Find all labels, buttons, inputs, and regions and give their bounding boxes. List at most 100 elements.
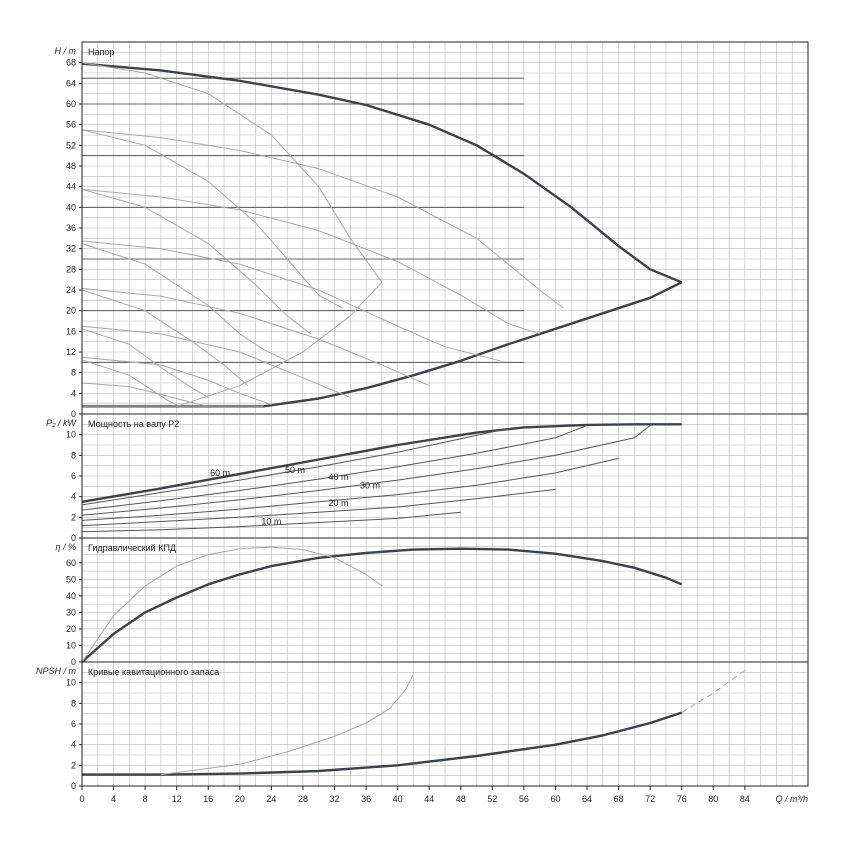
y-tick-label: 10 xyxy=(66,640,76,650)
x-tick-label: 8 xyxy=(143,794,148,804)
y-tick-label: 24 xyxy=(66,285,76,295)
x-tick-label: 48 xyxy=(456,794,466,804)
thin-curve-head xyxy=(81,287,430,387)
x-tick-label: 68 xyxy=(614,794,624,804)
x-tick-label: 24 xyxy=(266,794,276,804)
y-tick-label: 50 xyxy=(66,574,76,584)
thin-curve-head xyxy=(81,129,564,309)
y-tick-label: 4 xyxy=(71,388,76,398)
y-tick-label: 0 xyxy=(71,781,76,791)
x-tick-label: 80 xyxy=(708,794,718,804)
x-tick-label: 0 xyxy=(79,794,84,804)
y-tick-label: 4 xyxy=(71,740,76,750)
x-tick-label: 20 xyxy=(235,794,245,804)
y-tick-label: 60 xyxy=(66,99,76,109)
thin-curve-head xyxy=(176,281,383,407)
bold-curve-efficiency xyxy=(81,547,683,663)
thin-curve-head xyxy=(81,129,343,309)
y-tick-label: 4 xyxy=(71,492,76,502)
y-tick-label: 0 xyxy=(71,409,76,419)
y-axis-label: H / m xyxy=(55,46,77,56)
thin-curve-head xyxy=(81,62,383,283)
thin-curve-power xyxy=(81,488,556,527)
thin-curve-power xyxy=(81,428,509,506)
y-axis-label: η / % xyxy=(55,542,76,552)
thin-curve-power xyxy=(81,425,651,516)
x-tick-label: 64 xyxy=(582,794,592,804)
x-tick-label: 4 xyxy=(111,794,116,804)
y-tick-label: 10 xyxy=(66,430,76,440)
thin-curve-head xyxy=(81,289,249,386)
x-tick-label: 56 xyxy=(519,794,529,804)
panel-title: Гидравлический КПД xyxy=(88,543,176,553)
thin-curve-head xyxy=(81,240,501,362)
curve-label: 60 m xyxy=(210,468,230,478)
x-tick-label: 40 xyxy=(393,794,403,804)
y-tick-label: 68 xyxy=(66,58,76,68)
panel-title: Кривые кавитационного запаса xyxy=(88,667,219,677)
x-tick-label: 32 xyxy=(330,794,340,804)
y-tick-label: 56 xyxy=(66,120,76,130)
x-tick-label: 60 xyxy=(550,794,560,804)
y-tick-label: 8 xyxy=(71,698,76,708)
y-tick-label: 6 xyxy=(71,719,76,729)
bold-curve-npsh xyxy=(160,711,683,776)
thin-curve-power xyxy=(81,457,619,521)
curve-label: 30 m xyxy=(360,480,380,490)
y-tick-label: 40 xyxy=(66,591,76,601)
thin-curve-head xyxy=(81,356,272,406)
thin-curve-efficiency xyxy=(81,546,383,663)
y-tick-label: 0 xyxy=(71,533,76,543)
thin-curve-npsh xyxy=(681,669,746,714)
thin-curve-power xyxy=(81,511,461,533)
y-tick-label: 48 xyxy=(66,161,76,171)
y-tick-label: 10 xyxy=(66,678,76,688)
curve-label: 50 m xyxy=(285,465,305,475)
thin-curve-head xyxy=(81,188,312,335)
thin-curve-npsh xyxy=(160,674,414,776)
panel-title: Мощность на валу P2 xyxy=(88,419,179,429)
y-tick-label: 8 xyxy=(71,450,76,460)
x-tick-label: 16 xyxy=(203,794,213,804)
x-tick-label: 36 xyxy=(361,794,371,804)
curve-label: 10 m xyxy=(261,517,281,527)
thin-curve-power xyxy=(81,424,588,511)
y-tick-label: 8 xyxy=(71,368,76,378)
y-tick-label: 36 xyxy=(66,223,76,233)
y-tick-label: 44 xyxy=(66,182,76,192)
y-tick-label: 2 xyxy=(71,512,76,522)
y-tick-label: 20 xyxy=(66,306,76,316)
y-tick-label: 60 xyxy=(66,558,76,568)
thin-curve-head xyxy=(81,188,540,335)
x-tick-label: 72 xyxy=(645,794,655,804)
thin-curve-head xyxy=(81,325,351,398)
bold-curve-head xyxy=(81,62,683,284)
panel-frame xyxy=(81,661,809,787)
y-tick-label: 32 xyxy=(66,244,76,254)
curve-label: 20 m xyxy=(328,498,348,508)
y-tick-label: 12 xyxy=(66,347,76,357)
thin-curve-head xyxy=(81,359,177,406)
thin-curve-head xyxy=(81,243,288,362)
y-tick-label: 20 xyxy=(66,624,76,634)
y-tick-label: 16 xyxy=(66,326,76,336)
x-tick-label: 76 xyxy=(677,794,687,804)
y-axis-label: NPSH / m xyxy=(36,666,77,676)
y-tick-label: 2 xyxy=(71,760,76,770)
y-axis-label: P₂ / kW xyxy=(46,418,77,428)
y-tick-label: 28 xyxy=(66,264,76,274)
panel-title: Напор xyxy=(88,47,114,57)
x-tick-label: 28 xyxy=(298,794,308,804)
y-tick-label: 0 xyxy=(71,657,76,667)
x-tick-label: 84 xyxy=(740,794,750,804)
curve-label: 40 m xyxy=(328,472,348,482)
bold-curve-power xyxy=(81,423,682,503)
y-tick-label: 52 xyxy=(66,140,76,150)
x-tick-label: 12 xyxy=(172,794,182,804)
x-tick-label: 52 xyxy=(487,794,497,804)
x-tick-label: 44 xyxy=(424,794,434,804)
y-tick-label: 40 xyxy=(66,202,76,212)
y-tick-label: 6 xyxy=(71,471,76,481)
